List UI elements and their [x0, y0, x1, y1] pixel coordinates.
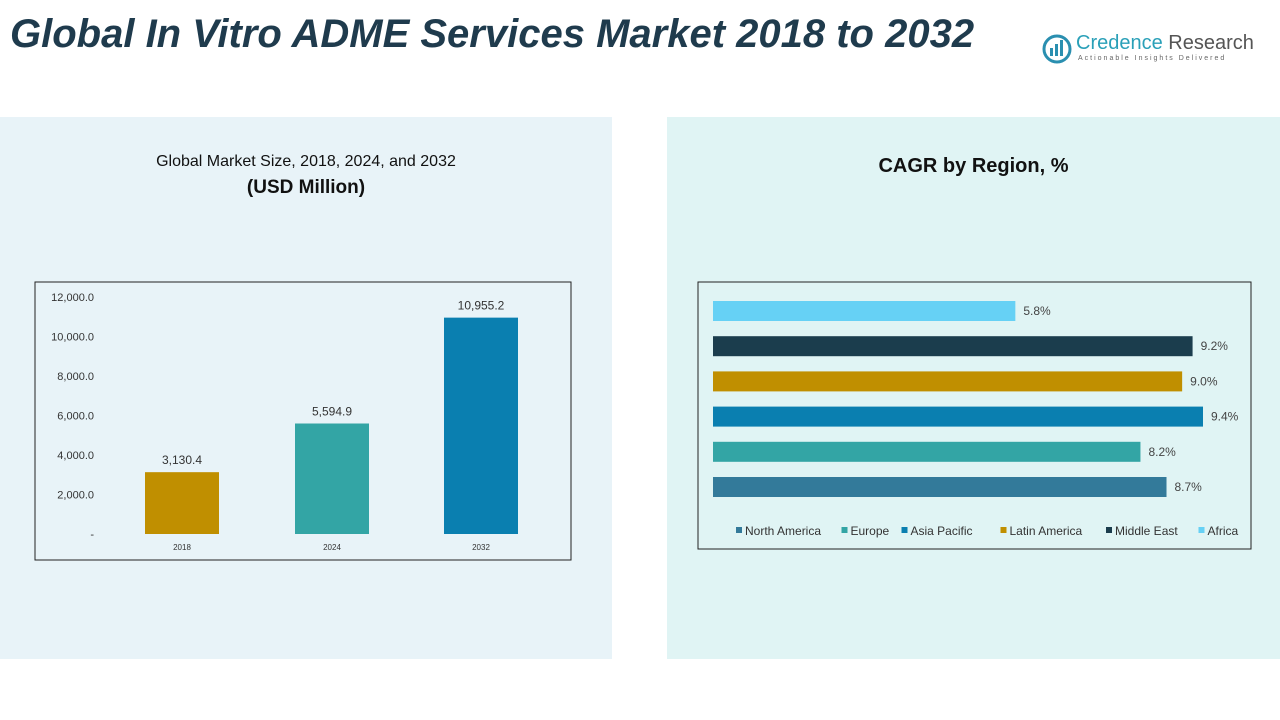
bar-north-america: [713, 477, 1167, 497]
market-size-unit: (USD Million): [246, 177, 366, 198]
legend-label: Middle East: [1115, 524, 1178, 538]
bar-2024: [295, 423, 369, 534]
logo-chart-icon: [1042, 34, 1072, 64]
market-size-chart-frame: [34, 281, 572, 561]
legend-swatch: [901, 527, 908, 533]
cagr-title: CAGR by Region, %: [878, 155, 1069, 177]
legend-label: Latin America: [1010, 524, 1083, 538]
data-label: 8.2%: [1148, 445, 1176, 459]
data-label: 8.7%: [1175, 480, 1203, 494]
y-tick-label: 10,000.0: [51, 332, 94, 344]
credence-research-logo: Credence Research Actionable Insights De…: [1042, 30, 1262, 70]
legend-label: Africa: [1208, 524, 1239, 538]
data-label: 9.4%: [1211, 410, 1239, 424]
legend-swatch: [736, 527, 742, 533]
y-tick-label: -: [90, 529, 94, 541]
legend-swatch: [1000, 527, 1007, 533]
x-tick-label: 2024: [323, 543, 341, 552]
y-tick-label: 12,000.0: [51, 292, 94, 304]
bar-europe: [713, 441, 1141, 462]
data-label: 9.2%: [1201, 339, 1229, 353]
data-label: 3,130.4: [162, 453, 202, 467]
market-size-subtitle: Global Market Size, 2018, 2024, and 2032: [156, 153, 456, 170]
data-label: 10,955.2: [458, 299, 505, 313]
bar-2032: [444, 317, 518, 534]
data-label: 9.0%: [1190, 374, 1218, 388]
legend-label: Europe: [851, 524, 890, 538]
legend-label: Asia Pacific: [911, 524, 973, 538]
y-tick-label: 8,000.0: [57, 371, 94, 383]
bar-africa: [713, 301, 1016, 321]
y-tick-label: 6,000.0: [57, 411, 94, 423]
legend-swatch: [1198, 527, 1205, 533]
logo-name-2: Research: [1168, 32, 1254, 54]
page-title: Global In Vitro ADME Services Market 201…: [10, 12, 975, 56]
legend-label: North America: [745, 524, 821, 538]
x-tick-label: 2032: [472, 543, 490, 552]
x-tick-label: 2018: [173, 543, 191, 552]
bar-asia-pacific: [713, 406, 1203, 427]
y-tick-label: 4,000.0: [57, 450, 94, 462]
legend-swatch: [841, 527, 848, 533]
bar-middle-east: [713, 336, 1193, 357]
data-label: 5.8%: [1023, 304, 1051, 318]
data-label: 5,594.9: [312, 405, 352, 419]
y-tick-label: 2,000.0: [57, 490, 94, 502]
logo-tagline: Actionable Insights Delivered: [1078, 55, 1227, 62]
legend-swatch: [1106, 527, 1112, 533]
logo-name-1: Credence: [1076, 32, 1163, 54]
bar-2018: [145, 472, 219, 534]
cagr-chart-frame: [697, 281, 1252, 550]
bar-latin-america: [713, 371, 1183, 392]
